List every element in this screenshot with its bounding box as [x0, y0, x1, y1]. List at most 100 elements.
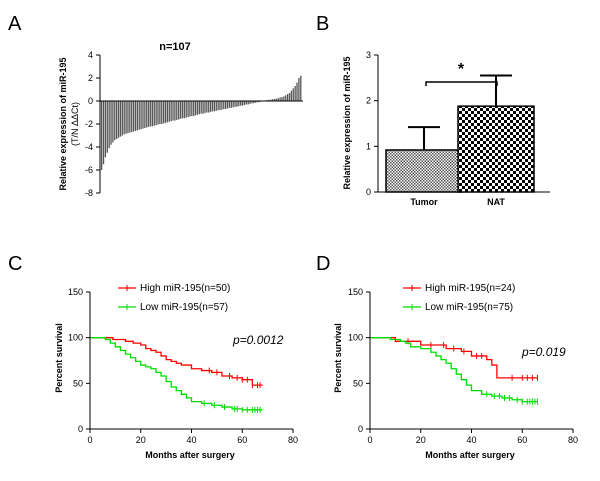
panel-a-bar — [116, 101, 118, 139]
panel-a-bar — [125, 101, 127, 134]
panel-a-bar — [187, 101, 189, 118]
panel-a-bar — [164, 101, 167, 123]
panel-a-bar — [194, 101, 197, 116]
panel-a-bar — [101, 101, 103, 170]
panel-b-xtick-label: NAT — [487, 197, 505, 207]
panel-d-ytick-label: 50 — [353, 378, 363, 388]
panel-a-bar — [296, 82, 298, 101]
panel-a-bar — [256, 101, 259, 103]
panel-a-bar — [268, 99, 270, 101]
panel-a-bar — [241, 101, 244, 106]
panel-a-bar — [159, 101, 161, 124]
panel-a-bar — [104, 101, 107, 158]
panel-a-bar — [240, 101, 242, 106]
panel-d: D Percent survival Months after surgery … — [316, 253, 578, 460]
panel-a-bar — [209, 101, 212, 112]
panel-a-bar — [221, 101, 223, 110]
panel-a-bar — [138, 101, 140, 130]
panel-a-bar — [131, 101, 133, 133]
panel-a-bar — [172, 101, 174, 121]
panel-d-curve-high — [370, 337, 538, 379]
panel-a-bar — [228, 101, 231, 108]
panel-d-ylabel: Percent survival — [333, 323, 343, 393]
panel-c-legend-label: Low miR-195(n=57) — [140, 302, 228, 313]
panel-a-bar — [162, 101, 165, 124]
panel-a-bar — [176, 101, 178, 120]
panel-a-bar — [271, 99, 274, 101]
panel-a-bar — [106, 101, 108, 153]
panel-a-bar — [166, 101, 169, 123]
panel-d-p-value: p=0.019 — [521, 345, 566, 359]
panel-b-bar-nat — [457, 105, 535, 193]
panel-a-bar — [102, 101, 105, 165]
panel-c-xtick-label: 40 — [186, 435, 196, 445]
panel-a-ytick-label: 0 — [88, 96, 93, 106]
panel-b-label: B — [316, 13, 329, 35]
panel-a-bar — [251, 101, 253, 104]
panel-a-bar — [253, 101, 255, 104]
panel-a-bar — [108, 101, 110, 149]
panel-a-bar — [149, 101, 152, 127]
panel-a-bar — [211, 101, 214, 112]
panel-a-bar — [198, 101, 200, 115]
panel-a-bar — [134, 101, 137, 131]
panel-c-curve-high — [90, 337, 263, 386]
panel-a-bar — [247, 101, 249, 105]
panel-a-bar — [292, 88, 294, 101]
panel-a-bar — [121, 101, 123, 136]
panel-a-bar — [144, 101, 146, 129]
panel-c-p-value: p=0.0012 — [232, 333, 284, 347]
panel-c: C Percent survival Months after surgery … — [8, 253, 298, 460]
panel-a-bar — [281, 96, 283, 101]
panel-a-bar — [193, 101, 195, 116]
panel-a-bar — [243, 101, 246, 106]
panel-a-bar — [114, 101, 116, 141]
panel-a-bar — [288, 92, 291, 101]
panel-c-xtick-label: 20 — [136, 435, 146, 445]
panel-b-ylabel: Relative expression of miR-195 — [342, 56, 352, 189]
panel-a-title: n=107 — [159, 41, 191, 53]
panel-a-bar — [151, 101, 154, 127]
panel-a-bar — [123, 101, 125, 135]
panel-a-ytick-label: -6 — [85, 165, 93, 175]
panel-a-bar — [191, 101, 193, 116]
panel-a-bar — [129, 101, 131, 133]
panel-d-xtick-label: 60 — [517, 435, 527, 445]
panel-a-bar — [127, 101, 129, 134]
panel-a-bar — [189, 101, 191, 117]
panel-a-bar — [132, 101, 135, 132]
panel-b: B Relative expression of miR-195 0 1 2 3 Tu… — [316, 13, 550, 207]
panel-a-bar — [185, 101, 187, 118]
panel-a-bar — [155, 101, 157, 126]
panel-a-bar — [142, 101, 144, 129]
panel-a-bar — [208, 101, 210, 113]
panel-c-ytick-label: 0 — [78, 424, 83, 434]
panel-a-bar — [224, 101, 227, 110]
panel-c-label: C — [8, 253, 22, 275]
panel-a-bar — [226, 101, 229, 109]
panel-a-bar — [119, 101, 122, 137]
panel-a-ytick-label: 4 — [88, 50, 93, 60]
panel-a-bar — [277, 98, 279, 102]
panel-a-bar — [290, 90, 293, 101]
panel-a-bar — [219, 101, 221, 111]
panel-b-bar-tumor — [385, 149, 463, 193]
panel-c-ylabel: Percent survival — [54, 323, 64, 393]
panel-a-bar — [196, 101, 199, 115]
panel-a-bar — [183, 101, 185, 119]
panel-a-bar — [230, 101, 232, 108]
panel-b-ytick-label: 2 — [366, 96, 371, 106]
panel-c-ytick-label: 50 — [73, 378, 83, 388]
panel-c-xtick-label: 0 — [87, 435, 92, 445]
panel-a-bar — [213, 101, 216, 112]
panel-a-ytick-label: 2 — [88, 73, 93, 83]
panel-a-ylabel-line2: (T/N ΔΔCt) — [70, 102, 80, 146]
panel-a-bar — [298, 78, 300, 101]
panel-a-bar — [245, 101, 247, 105]
panel-d-ytick-label: 0 — [358, 424, 363, 434]
panel-a-bar — [147, 101, 150, 127]
panel-a-bar — [234, 101, 236, 107]
panel-a-bar — [204, 101, 206, 114]
panel-a-bar — [110, 101, 112, 145]
